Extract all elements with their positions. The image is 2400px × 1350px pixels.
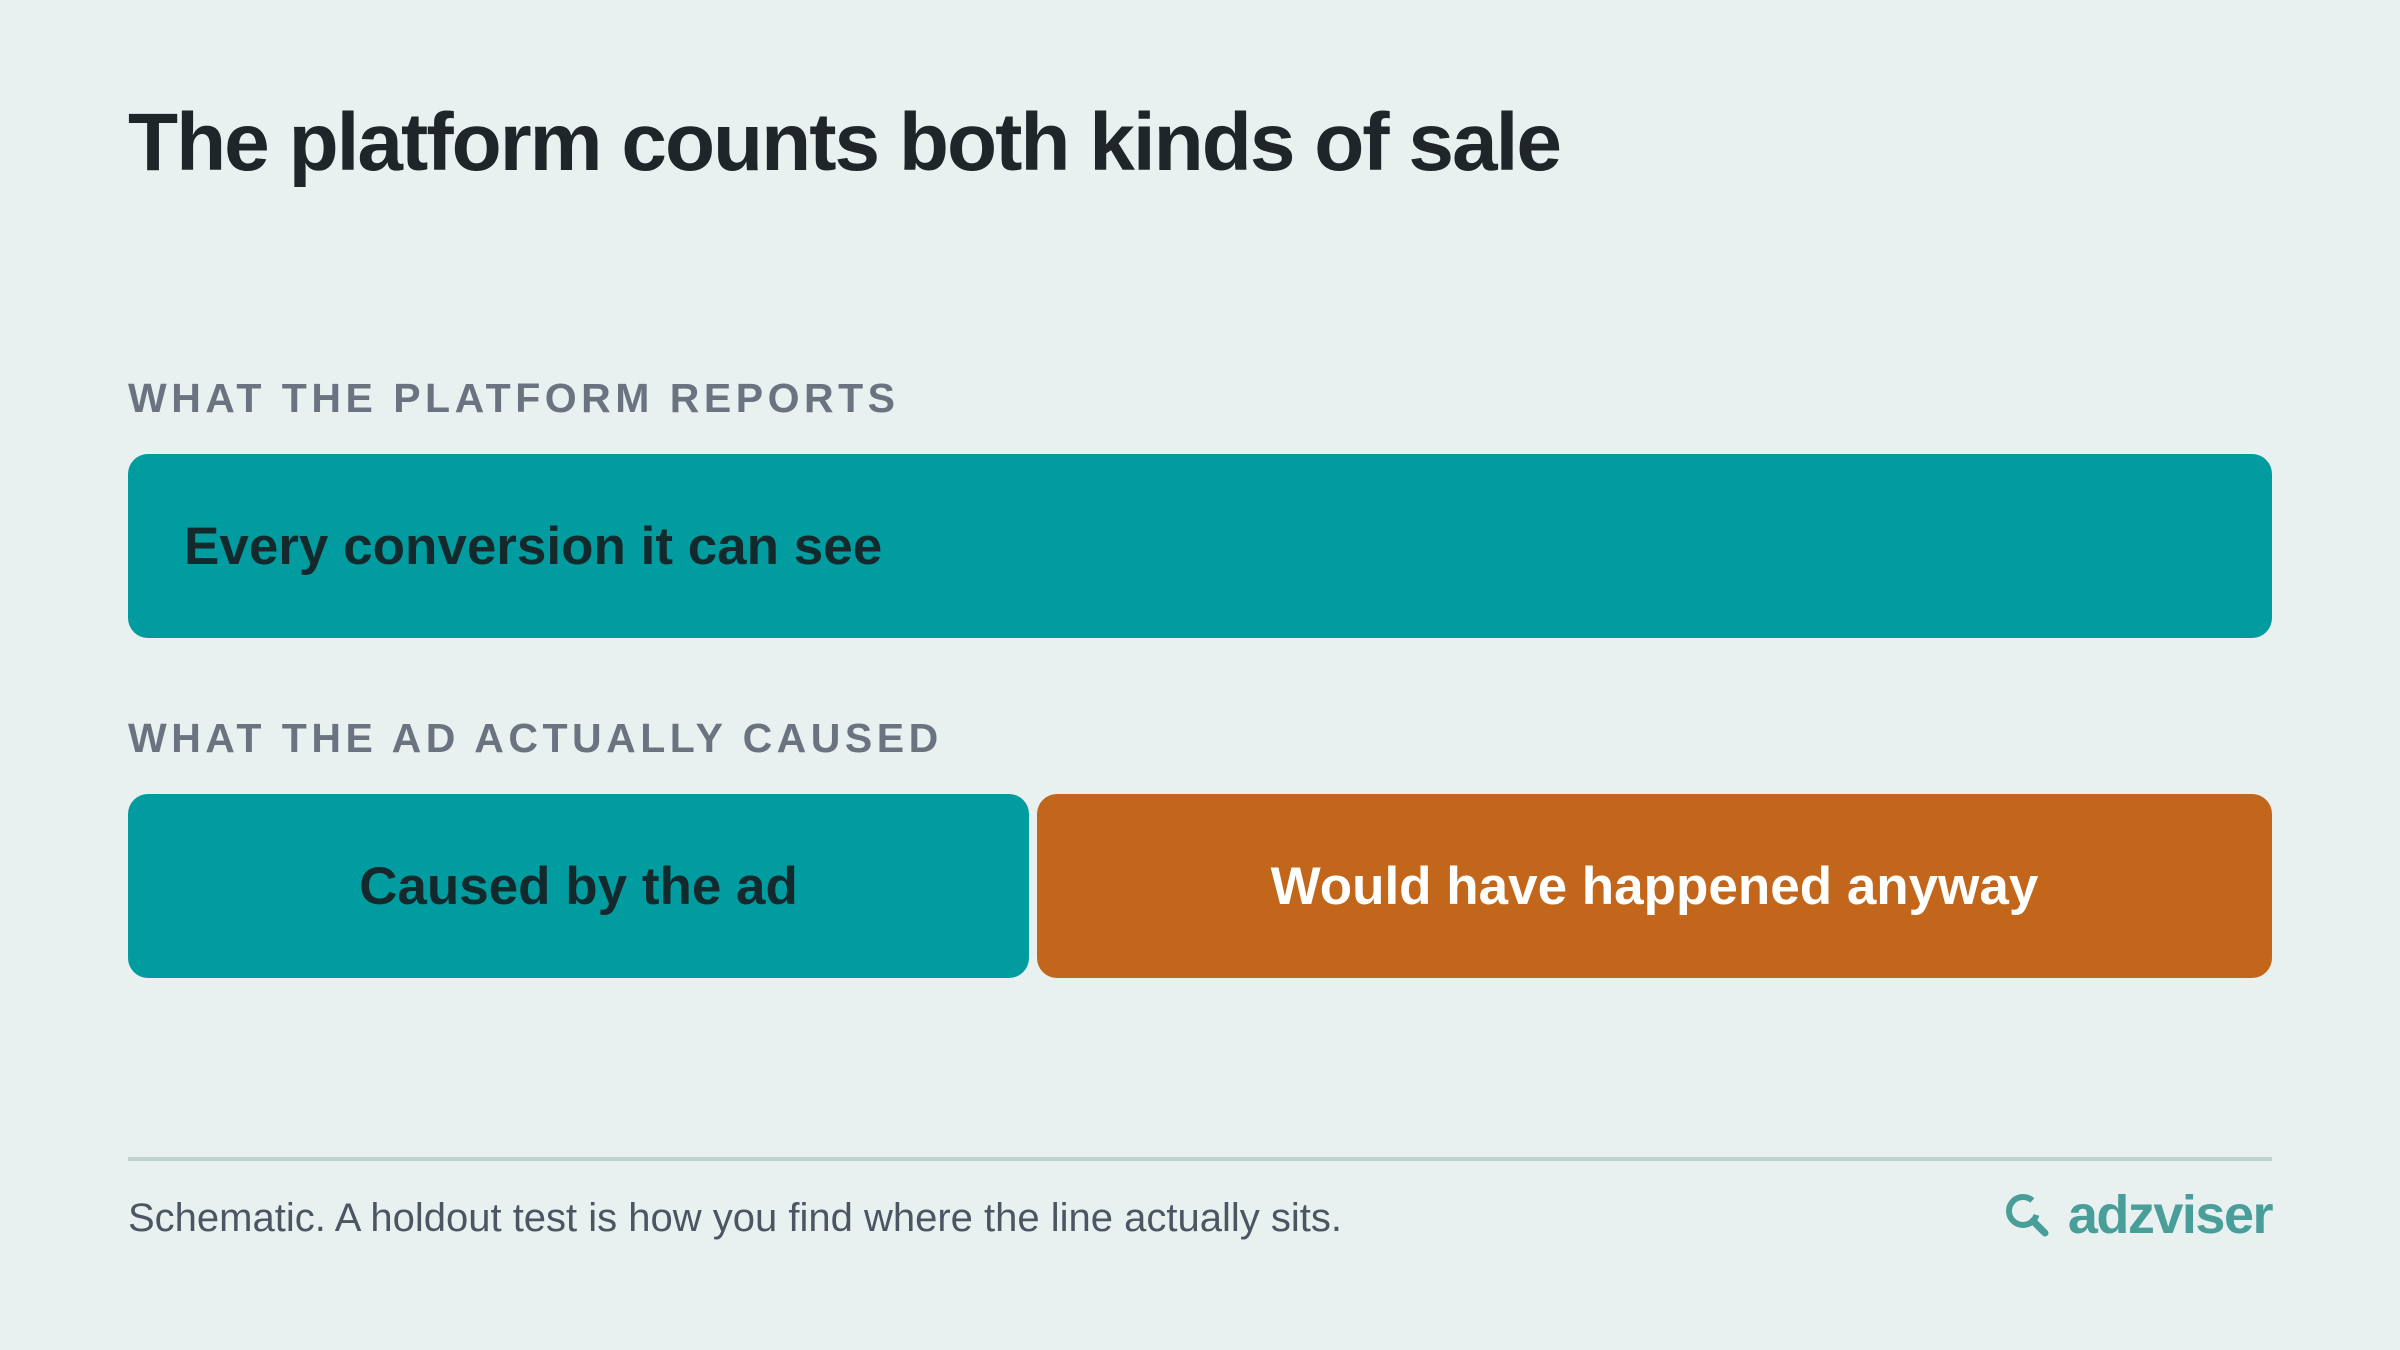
page-title: The platform counts both kinds of sale xyxy=(128,97,1562,188)
brand-name: adzviser xyxy=(2067,1185,2274,1245)
reported-conversions-bar: Every conversion it can see xyxy=(128,454,2272,638)
brand-logo: adzviser xyxy=(2004,1185,2274,1245)
would-have-happened-bar: Would have happened anyway xyxy=(1037,794,2272,978)
caused-by-ad-label: Caused by the ad xyxy=(359,856,798,916)
search-icon xyxy=(2005,1194,2049,1237)
would-have-happened-label: Would have happened anyway xyxy=(1270,856,2039,916)
footnote: Schematic. A holdout test is how you fin… xyxy=(128,1196,1342,1240)
footer-divider xyxy=(128,1157,2272,1161)
reported-conversions-label: Every conversion it can see xyxy=(184,516,883,576)
section-label-reported: WHAT THE PLATFORM REPORTS xyxy=(128,375,900,421)
section-label-caused: WHAT THE AD ACTUALLY CAUSED xyxy=(128,715,943,761)
caused-by-ad-bar: Caused by the ad xyxy=(128,794,1029,978)
